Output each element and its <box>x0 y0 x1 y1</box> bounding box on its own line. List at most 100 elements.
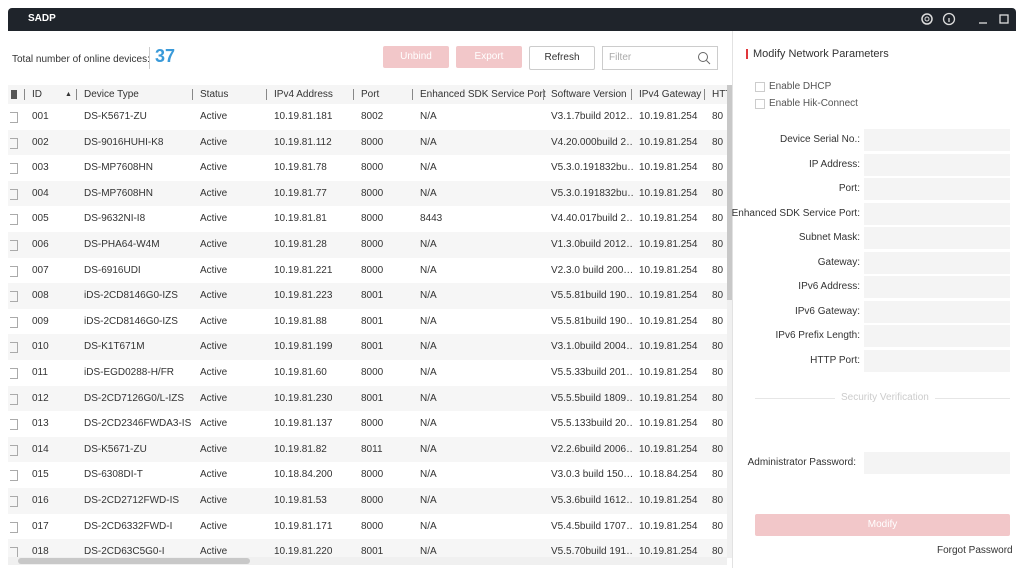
field-input[interactable] <box>864 349 1010 372</box>
table-row[interactable]: 014 DS-K5671-ZU Active 10.19.81.82 8011 N/A V2… <box>8 436 727 463</box>
row-checkbox[interactable] <box>10 470 18 482</box>
field-label: Enhanced SDK Service Port: <box>731 207 860 219</box>
row-checkbox[interactable] <box>10 368 18 379</box>
table-cell: 80 <box>712 162 724 174</box>
table-row[interactable]: 004 DS-MP7608HN Active 10.19.81.77 8000 N/A V5… <box>8 180 727 207</box>
table-cell: V5.5.70build 191… <box>551 546 633 558</box>
row-checkbox[interactable] <box>10 419 18 431</box>
table-cell: Active <box>200 213 228 225</box>
table-row[interactable]: 016 DS-2CD2712FWD-IS Active 10.19.81.53 8000… <box>8 488 727 514</box>
table-cell: 8011 <box>361 443 383 455</box>
table-row[interactable]: 018 DS-2CD63C5G0-I Active 10.19.81.220 8001 N… <box>8 539 727 558</box>
row-checkbox[interactable] <box>10 444 18 456</box>
table-row[interactable]: 002 DS-9016HUHI-K8 Active 10.19.81.112 8000 N… <box>8 129 727 156</box>
field-input[interactable] <box>864 227 1010 249</box>
forgot-password-link[interactable]: Forgot Password <box>937 545 1013 556</box>
row-checkbox[interactable] <box>10 112 18 123</box>
field-label: IP Address: <box>809 158 860 170</box>
table-row[interactable]: 011 iDS-EGD0288-H/FR Active 10.19.81.60 8000… <box>8 360 727 386</box>
row-checkbox[interactable] <box>10 316 18 328</box>
field-input[interactable] <box>864 129 1010 151</box>
table-cell: 80 <box>712 392 724 404</box>
h-scrollbar[interactable] <box>8 557 727 565</box>
table-row[interactable]: 013 DS-2CD2346FWDA3-IS Active 10.19.81.137 8… <box>8 411 727 437</box>
column-header[interactable]: IPv4 Address <box>274 89 333 100</box>
table-cell: DS-6308DI-T <box>84 469 143 481</box>
field-input[interactable] <box>864 325 1010 347</box>
filter-input[interactable]: Filter <box>602 46 718 70</box>
field-input[interactable] <box>864 300 1010 323</box>
field-input[interactable] <box>864 276 1010 298</box>
table-cell: 10.19.81.221 <box>274 264 333 276</box>
row-checkbox[interactable] <box>10 240 18 251</box>
column-header[interactable]: Device Type <box>84 89 139 100</box>
field-input[interactable] <box>864 153 1010 176</box>
column-header[interactable]: IPv4 Gateway <box>639 89 702 100</box>
column-header[interactable]: Port <box>361 89 380 100</box>
header-checkbox[interactable] <box>11 90 17 99</box>
window-controls[interactable] <box>918 11 1013 28</box>
field-label: IPv6 Gateway: <box>794 305 860 317</box>
table-cell: 80 <box>712 495 724 506</box>
column-header[interactable]: Status <box>200 89 229 100</box>
table-row[interactable]: 008 iDS-2CD8146G0-IZS Active 10.19.81.223 80… <box>8 283 727 309</box>
v-scrollbar[interactable] <box>727 85 732 558</box>
checkbox[interactable] <box>755 82 765 92</box>
table-cell: 10.19.81.254 <box>639 443 698 455</box>
table-cell: Active <box>200 187 228 199</box>
table-cell: V3.1.0build 2004… <box>551 341 633 353</box>
column-header[interactable]: Software Version <box>551 89 627 100</box>
table-cell: 8000 <box>361 213 384 225</box>
table-cell: Active <box>200 520 228 532</box>
title-bar: SADP <box>8 8 1016 31</box>
modify-button[interactable]: Modify <box>755 514 1010 536</box>
checkbox-label: Enable Hik-Connect <box>769 98 858 109</box>
table-row[interactable]: 017 DS-2CD6332FWD-I Active 10.19.81.171 8000… <box>8 513 727 540</box>
table-row[interactable]: 001 DS-K5671-ZU Active 10.19.81.181 8002 N/A V… <box>8 104 727 130</box>
table-row[interactable]: 012 DS-2CD7126G0/L-IZS Active 10.19.81.230 8… <box>8 385 727 412</box>
row-checkbox[interactable] <box>10 265 18 277</box>
row-checkbox[interactable] <box>10 163 18 175</box>
table-row[interactable]: 009 iDS-2CD8146G0-IZS Active 10.19.81.88 800… <box>8 308 727 335</box>
table-row[interactable]: 005 DS-9632NI-I8 Active 10.19.81.81 8000 8443… <box>8 206 727 232</box>
table-cell: iDS-2CD8146G0-IZS <box>84 290 178 302</box>
field-input[interactable] <box>864 251 1010 274</box>
row-checkbox[interactable] <box>10 214 18 226</box>
table-cell: 80 <box>712 213 724 225</box>
table-cell: 8443 <box>420 213 443 225</box>
table-cell: 10.19.81.171 <box>274 520 333 532</box>
field-input[interactable] <box>864 202 1010 225</box>
column-header[interactable]: HTT <box>712 89 727 100</box>
header-separator <box>76 89 77 100</box>
column-header[interactable]: Enhanced SDK Service Port <box>420 89 546 100</box>
table-row[interactable]: 010 DS-K1T671M Active 10.19.81.199 8001 N/A V3… <box>8 334 727 360</box>
table-cell: 10.19.81.230 <box>274 392 333 404</box>
row-checkbox[interactable] <box>10 521 18 533</box>
export-button[interactable]: Export <box>456 46 522 68</box>
table-row[interactable]: 015 DS-6308DI-T Active 10.18.84.200 8000 N/A V… <box>8 462 727 488</box>
column-header[interactable]: ID <box>32 89 42 100</box>
table-cell: Active <box>200 443 228 455</box>
checkbox[interactable] <box>755 99 765 109</box>
unbind-button[interactable]: Unbind <box>383 46 449 68</box>
table-row[interactable]: 007 DS-6916UDI Active 10.19.81.221 8000 N/A V2… <box>8 257 727 284</box>
table-cell: 10.19.81.254 <box>639 315 698 327</box>
table-cell: 10.19.81.181 <box>274 111 333 122</box>
table-cell: 8000 <box>361 418 384 430</box>
table-row[interactable]: 006 DS-PHA64-W4M Active 10.19.81.28 8000 N/A V… <box>8 232 727 258</box>
table-cell: 10.19.81.82 <box>274 443 327 455</box>
refresh-button[interactable]: Refresh <box>529 46 595 70</box>
row-checkbox[interactable] <box>10 291 18 303</box>
field-input[interactable] <box>864 178 1010 200</box>
table-row[interactable]: 003 DS-MP7608HN Active 10.19.81.78 8000 N/A V5… <box>8 155 727 181</box>
password-input[interactable] <box>864 452 1010 474</box>
table-cell: 017 <box>32 520 49 532</box>
row-checkbox[interactable] <box>10 342 18 354</box>
row-checkbox[interactable] <box>10 496 18 507</box>
table-cell: iDS-EGD0288-H/FR <box>84 367 175 378</box>
table-cell: Active <box>200 341 228 353</box>
row-checkbox[interactable] <box>10 393 18 405</box>
row-checkbox[interactable] <box>10 188 18 200</box>
row-checkbox[interactable] <box>10 137 18 149</box>
